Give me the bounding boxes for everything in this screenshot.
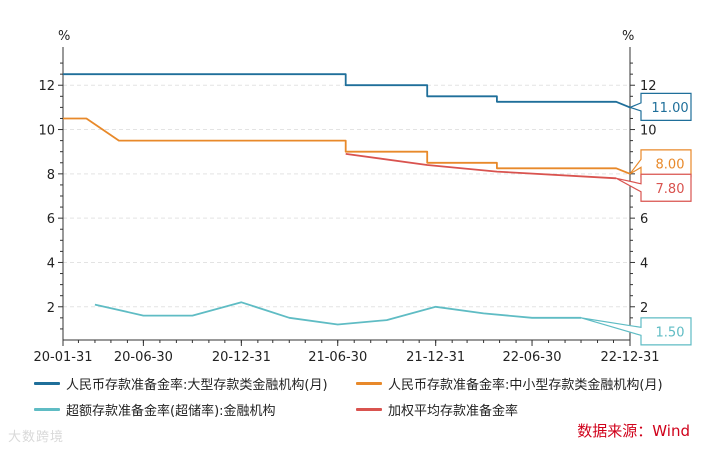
y-tick-label-right: 2 — [640, 301, 648, 316]
y-tick-label-right: 10 — [640, 124, 657, 139]
x-tick-label: 20-01-31 — [33, 350, 92, 365]
series-line — [63, 73, 631, 109]
watermark: 大数跨境 — [8, 430, 65, 445]
legend-item-small-medium-banks[interactable]: 人民币存款准备金率:中小型存款类金融机构(月) — [356, 374, 696, 393]
y-tick-label-left: 10 — [38, 124, 55, 139]
end-label-text: 11.00 — [651, 101, 688, 116]
series-lines — [63, 73, 631, 326]
series-line — [345, 153, 617, 180]
y-tick-label-left: 12 — [38, 79, 55, 94]
legend-swatch — [34, 408, 60, 411]
legend-swatch — [356, 408, 382, 411]
axes: 224466881010121220-01-3120-06-3020-12-31… — [33, 47, 660, 365]
end-label-text: 1.50 — [656, 325, 685, 340]
legend: 人民币存款准备金率:大型存款类金融机构(月) 人民币存款准备金率:中小型存款类金… — [34, 374, 714, 419]
x-tick-label: 21-06-30 — [308, 350, 367, 365]
y-tick-label-right: 6 — [640, 212, 648, 227]
end-label-box — [580, 317, 692, 346]
y-tick-label-left: 4 — [47, 256, 55, 271]
legend-item-large-banks[interactable]: 人民币存款准备金率:大型存款类金融机构(月) — [34, 374, 356, 393]
legend-label: 人民币存款准备金率:大型存款类金融机构(月) — [66, 378, 328, 393]
legend-label: 加权平均存款准备金率 — [388, 404, 519, 419]
legend-label: 超额存款准备金率(超储率):金融机构 — [66, 404, 276, 419]
end-label-box — [615, 173, 692, 202]
x-tick-label: 22-06-30 — [503, 350, 562, 365]
end-label-text: 7.80 — [656, 182, 685, 197]
legend-swatch — [356, 382, 382, 385]
legend-swatch — [34, 382, 60, 385]
series-line — [63, 117, 631, 175]
data-source: 数据来源：Wind — [577, 422, 690, 440]
y-tick-label-right: 4 — [640, 256, 648, 271]
legend-item-weighted-average[interactable]: 加权平均存款准备金率 — [356, 400, 696, 419]
legend-item-excess-reserve[interactable]: 超额存款准备金率(超储率):金融机构 — [34, 400, 356, 419]
x-tick-label: 20-06-30 — [114, 350, 173, 365]
end-labels: 11.00 8.00 1.50 7.80 — [580, 92, 692, 346]
end-label-box — [628, 92, 692, 121]
y-tick-label-left: 6 — [47, 212, 55, 227]
series-line — [94, 301, 581, 326]
y-tick-label-left: 2 — [47, 301, 55, 316]
y-tick-label-right: 12 — [640, 79, 657, 94]
end-label-box — [629, 149, 692, 178]
x-tick-label: 20-12-31 — [212, 350, 271, 365]
right-unit-label: % — [622, 29, 634, 44]
grid-lines — [63, 84, 630, 308]
end-label-text: 8.00 — [656, 157, 685, 172]
legend-label: 人民币存款准备金率:中小型存款类金融机构(月) — [388, 378, 663, 393]
x-tick-label: 21-12-31 — [406, 350, 465, 365]
y-tick-label-left: 8 — [47, 168, 55, 183]
left-unit-label: % — [58, 29, 70, 44]
x-tick-label: 22-12-31 — [600, 350, 659, 365]
